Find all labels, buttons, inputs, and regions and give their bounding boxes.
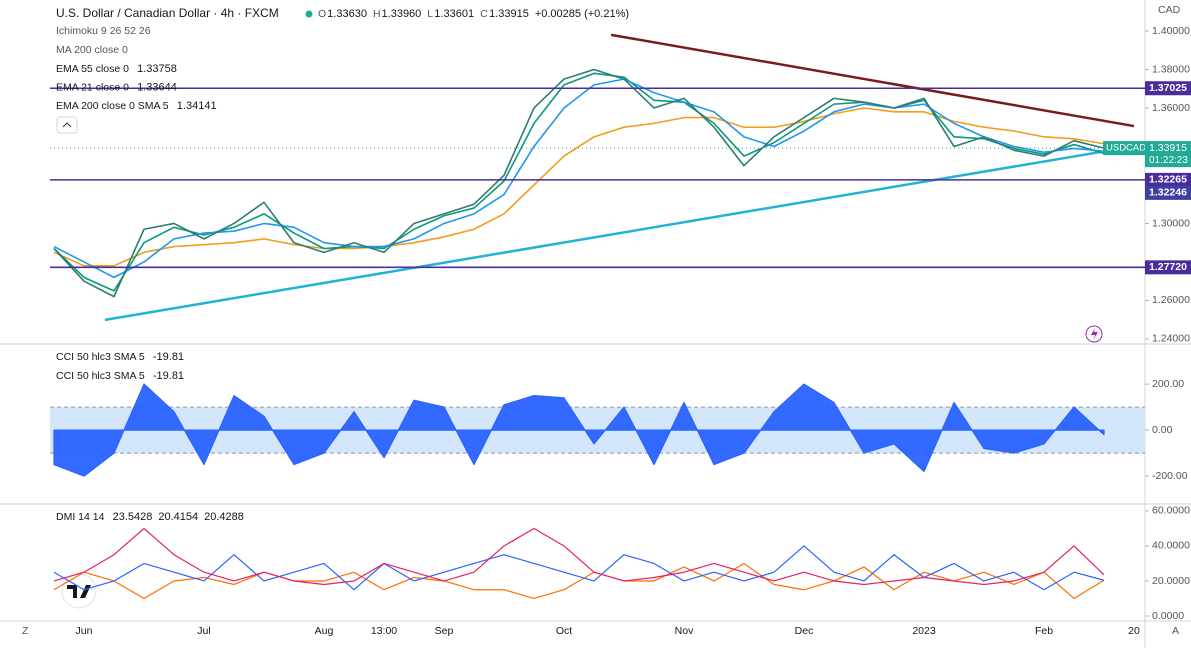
countdown-label: 01:22:23 bbox=[1149, 155, 1188, 166]
x-tick-label: Jul bbox=[197, 625, 210, 637]
corner-button[interactable]: Z bbox=[22, 625, 29, 637]
line bbox=[53, 68, 1105, 298]
legend-value: 1.34141 bbox=[177, 100, 217, 112]
ohlc-label: L bbox=[427, 8, 433, 20]
area bbox=[53, 383, 1105, 477]
hidden-study[interactable]: Ichimoku 9 26 52 26 bbox=[56, 25, 151, 37]
line bbox=[53, 545, 1105, 591]
level-tag-label: 1.37025 bbox=[1149, 82, 1187, 94]
y-tick-label: 0.0000 bbox=[1152, 610, 1184, 622]
level-tag-label: 1.32265 bbox=[1149, 174, 1187, 186]
legend-value: 20.4154 bbox=[158, 511, 198, 523]
price-change: +0.00285 (+0.21%) bbox=[535, 8, 629, 20]
alert-bolt bbox=[1091, 328, 1098, 340]
x-tick-label: Jun bbox=[76, 625, 93, 637]
y-tick-label: 1.38000 bbox=[1152, 63, 1190, 75]
ohlc-value: 1.33630 bbox=[327, 8, 367, 20]
level-tag-label: 1.27720 bbox=[1149, 261, 1187, 273]
line bbox=[53, 562, 1105, 600]
symbol-tag bbox=[1103, 141, 1145, 156]
line bbox=[53, 527, 1105, 586]
level-tag bbox=[1145, 185, 1191, 200]
level-tag bbox=[1145, 260, 1191, 275]
x-tick-label: 20 bbox=[1128, 625, 1140, 637]
level-tag bbox=[1145, 172, 1191, 187]
legend-name: CCI 50 hlc3 SMA 5 bbox=[56, 351, 145, 363]
legend-value: -19.81 bbox=[153, 351, 184, 363]
ohlc-label: H bbox=[373, 8, 381, 20]
legend-value: 20.4288 bbox=[204, 511, 244, 523]
legend-name: EMA 21 close 0 bbox=[56, 81, 129, 93]
x-tick-label: Dec bbox=[795, 625, 814, 637]
y-tick-label: 1.24000 bbox=[1152, 333, 1190, 345]
y-tick-label: 60.0000 bbox=[1152, 505, 1190, 517]
hidden-study[interactable]: MA 200 close 0 bbox=[56, 44, 128, 56]
price-tag-label: 1.33915 bbox=[1149, 142, 1187, 154]
legend-value: 23.5428 bbox=[113, 511, 153, 523]
level-tag bbox=[1145, 81, 1191, 96]
collapse-icon bbox=[62, 122, 72, 128]
legend-name: DMI 14 14 bbox=[56, 511, 105, 523]
symbol-tag-label: USDCAD bbox=[1106, 143, 1146, 154]
trend-line bbox=[610, 33, 1135, 128]
x-tick-label: Sep bbox=[435, 625, 454, 637]
line bbox=[53, 107, 1105, 267]
legend-name: EMA 200 close 0 SMA 5 bbox=[56, 100, 169, 112]
x-tick-label: 13:00 bbox=[371, 625, 397, 637]
x-tick-label: Nov bbox=[675, 625, 694, 637]
legend-value: 1.33644 bbox=[137, 81, 177, 93]
y-tick-label: 200.00 bbox=[1152, 378, 1184, 390]
y-tick-label: 20.0000 bbox=[1152, 575, 1190, 587]
y-tick-label: 1.30000 bbox=[1152, 217, 1190, 229]
ohlc-value: 1.33915 bbox=[489, 8, 529, 20]
legend-value: -19.81 bbox=[153, 370, 184, 382]
x-tick-label: 2023 bbox=[912, 625, 936, 637]
x-tick-label: Oct bbox=[556, 625, 572, 637]
ohlc-label: O bbox=[318, 8, 326, 20]
ohlc-value: 1.33601 bbox=[434, 8, 474, 20]
legend-name: EMA 55 close 0 bbox=[56, 63, 129, 75]
market-status bbox=[305, 10, 313, 18]
y-tick-label: 1.36000 bbox=[1152, 102, 1190, 114]
symbol-title: U.S. Dollar / Canadian Dollar · 4h · FXC… bbox=[56, 6, 279, 20]
y-tick-label: 1.26000 bbox=[1152, 294, 1190, 306]
y-tick-label: 40.0000 bbox=[1152, 540, 1190, 552]
x-tick-label: Aug bbox=[315, 625, 334, 637]
logo[interactable] bbox=[61, 573, 97, 609]
corner-button[interactable]: A bbox=[1172, 625, 1179, 637]
price-tag bbox=[1145, 141, 1191, 168]
logo-mark bbox=[67, 585, 91, 598]
legend-value: 1.33758 bbox=[137, 63, 177, 75]
currency-label: CAD bbox=[1158, 4, 1181, 16]
ohlc-label: C bbox=[480, 8, 488, 20]
y-tick-label: -200.00 bbox=[1152, 470, 1188, 482]
collapse-button[interactable] bbox=[56, 116, 78, 134]
x-tick-label: Feb bbox=[1035, 625, 1053, 637]
legend-name: CCI 50 hlc3 SMA 5 bbox=[56, 370, 145, 382]
y-tick-label: 1.40000 bbox=[1152, 25, 1190, 37]
y-tick-label: 0.00 bbox=[1152, 424, 1173, 436]
level-tag-label: 1.32246 bbox=[1149, 187, 1187, 199]
ohlc-value: 1.33960 bbox=[382, 8, 422, 20]
